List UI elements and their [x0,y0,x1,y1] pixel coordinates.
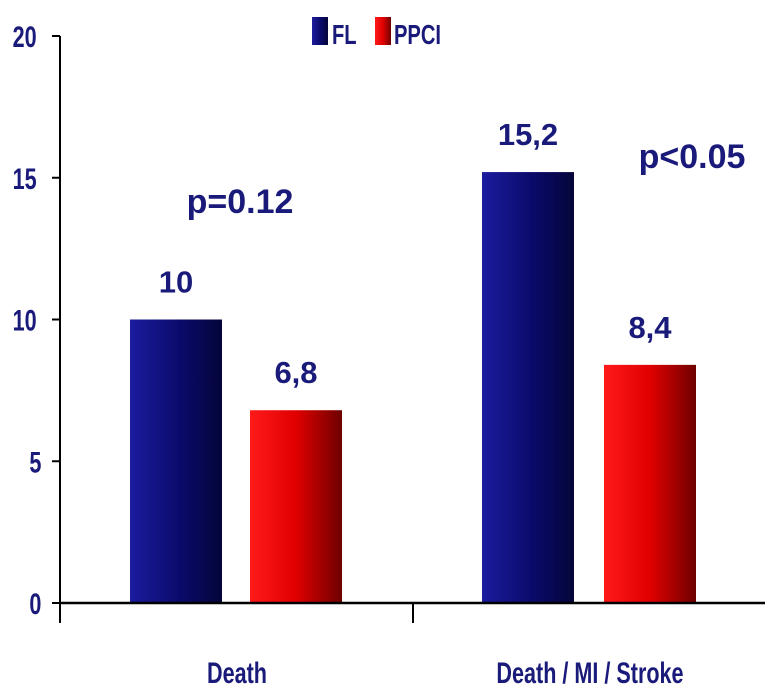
bar-fl-1 [482,172,574,603]
value-labels-group: 10 15,2 6,8 8,4 [159,117,673,390]
category-label-0: Death [207,655,267,689]
legend-label-fl: FL [332,20,357,51]
legend-swatch-ppci [375,17,391,45]
value-label-fl-0: 10 [159,265,193,300]
bar-ppci-0 [250,410,342,603]
legend-label-ppci: PPCI [394,20,441,51]
value-label-ppci-1: 8,4 [628,310,672,345]
bar-ppci-1 [604,364,696,603]
y-tick-label-5: 5 [29,445,41,479]
y-tick-label-15: 15 [13,161,37,195]
bars-group [130,172,696,603]
p-value-annotation-0: p=0.12 [187,183,294,221]
bar-fl-0 [130,319,222,603]
annotations-group: p=0.12 p<0.05 [187,138,746,221]
p-value-annotation-1: p<0.05 [639,138,746,176]
value-label-ppci-0: 6,8 [274,355,317,390]
category-label-1: Death / MI / Stroke [496,655,683,689]
y-tick-label-20: 20 [13,19,37,53]
legend: FL PPCI [312,17,441,51]
value-label-fl-1: 15,2 [498,117,558,152]
y-tick-label-10: 10 [13,303,37,337]
axes-group: 0 5 10 15 20 Death Death / MI / Stroke [13,19,765,690]
y-tick-label-0: 0 [29,586,41,620]
legend-swatch-fl [312,17,328,45]
